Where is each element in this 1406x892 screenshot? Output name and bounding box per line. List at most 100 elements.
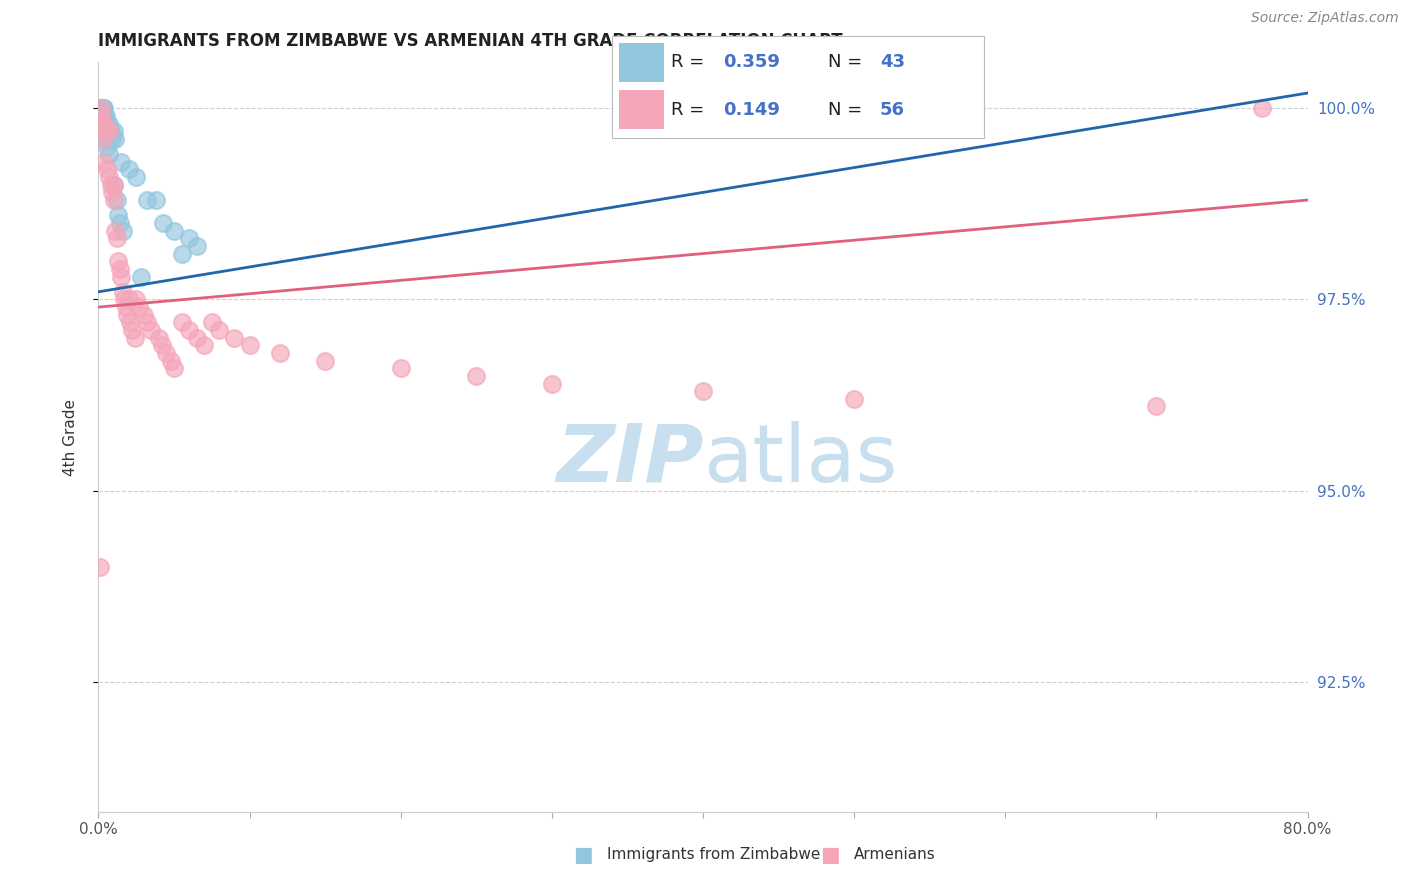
Point — [90, 101, 112, 115]
Point — [100, 178, 122, 192]
Point — [101, 132, 124, 146]
Text: 43: 43 — [880, 54, 905, 71]
Point — [314, 353, 336, 368]
Point — [89, 101, 111, 115]
Point — [98, 147, 121, 161]
Point — [110, 154, 132, 169]
Point — [91, 117, 114, 131]
Point — [1144, 400, 1167, 414]
Point — [114, 300, 136, 314]
Point — [91, 117, 114, 131]
Point — [118, 293, 141, 307]
Point — [101, 186, 124, 200]
Point — [89, 101, 111, 115]
Point — [93, 109, 115, 123]
Point — [96, 117, 118, 131]
Point — [208, 323, 231, 337]
Point — [145, 193, 167, 207]
Point — [98, 117, 121, 131]
Text: Source: ZipAtlas.com: Source: ZipAtlas.com — [1251, 11, 1399, 25]
Point — [239, 338, 262, 352]
Point — [129, 269, 152, 284]
Point — [89, 101, 111, 115]
Point — [90, 101, 112, 115]
Point — [94, 124, 117, 138]
FancyBboxPatch shape — [619, 90, 664, 129]
Point — [163, 224, 186, 238]
Point — [96, 124, 118, 138]
Point — [94, 109, 117, 123]
Point — [90, 101, 112, 115]
Point — [141, 323, 163, 337]
Point — [160, 353, 183, 368]
Text: atlas: atlas — [703, 420, 897, 499]
Point — [163, 361, 186, 376]
Y-axis label: 4th Grade: 4th Grade — [63, 399, 77, 475]
Point — [105, 231, 128, 245]
Point — [540, 376, 562, 391]
Point — [103, 178, 125, 192]
FancyBboxPatch shape — [619, 43, 664, 82]
Point — [104, 132, 127, 146]
Text: Immigrants from Zimbabwe: Immigrants from Zimbabwe — [607, 847, 821, 862]
Text: ZIP: ZIP — [555, 420, 703, 499]
Point — [110, 269, 132, 284]
Point — [128, 300, 150, 314]
Text: N =: N = — [828, 101, 868, 119]
Text: 0.359: 0.359 — [723, 54, 780, 71]
Point — [89, 101, 111, 115]
Point — [120, 315, 142, 329]
Point — [107, 254, 129, 268]
Point — [96, 139, 118, 153]
Point — [103, 178, 125, 192]
Text: N =: N = — [828, 54, 868, 71]
Point — [201, 315, 224, 329]
Text: R =: R = — [671, 101, 710, 119]
Text: Armenians: Armenians — [853, 847, 935, 862]
Point — [115, 308, 138, 322]
Point — [108, 216, 131, 230]
Point — [93, 154, 115, 169]
Point — [179, 323, 201, 337]
Point — [107, 208, 129, 222]
Point — [118, 162, 141, 177]
Text: 56: 56 — [880, 101, 905, 119]
Point — [125, 170, 148, 185]
Point — [104, 224, 127, 238]
Point — [89, 101, 111, 115]
Point — [186, 331, 208, 345]
Point — [105, 193, 128, 207]
Point — [179, 231, 201, 245]
Point — [152, 216, 174, 230]
Point — [91, 101, 114, 115]
Point — [150, 338, 173, 352]
Point — [125, 293, 148, 307]
Point — [465, 368, 488, 383]
Point — [111, 285, 134, 299]
Point — [193, 338, 215, 352]
Point — [100, 124, 122, 138]
Text: ■: ■ — [820, 845, 839, 864]
Text: IMMIGRANTS FROM ZIMBABWE VS ARMENIAN 4TH GRADE CORRELATION CHART: IMMIGRANTS FROM ZIMBABWE VS ARMENIAN 4TH… — [98, 32, 844, 50]
Point — [124, 331, 146, 345]
Text: 0.149: 0.149 — [723, 101, 780, 119]
FancyBboxPatch shape — [612, 36, 984, 138]
Point — [91, 101, 114, 115]
Point — [112, 293, 135, 307]
Point — [90, 101, 112, 115]
Point — [111, 224, 134, 238]
Point — [170, 315, 193, 329]
Point — [90, 109, 112, 123]
Point — [98, 124, 121, 138]
Point — [108, 261, 131, 276]
Point — [94, 132, 117, 146]
Point — [269, 346, 291, 360]
Point — [93, 117, 115, 131]
Point — [93, 101, 115, 115]
Point — [90, 101, 112, 115]
Text: ■: ■ — [574, 845, 593, 864]
Point — [135, 315, 157, 329]
Point — [90, 117, 112, 131]
Point — [91, 132, 114, 146]
Point — [170, 246, 193, 260]
